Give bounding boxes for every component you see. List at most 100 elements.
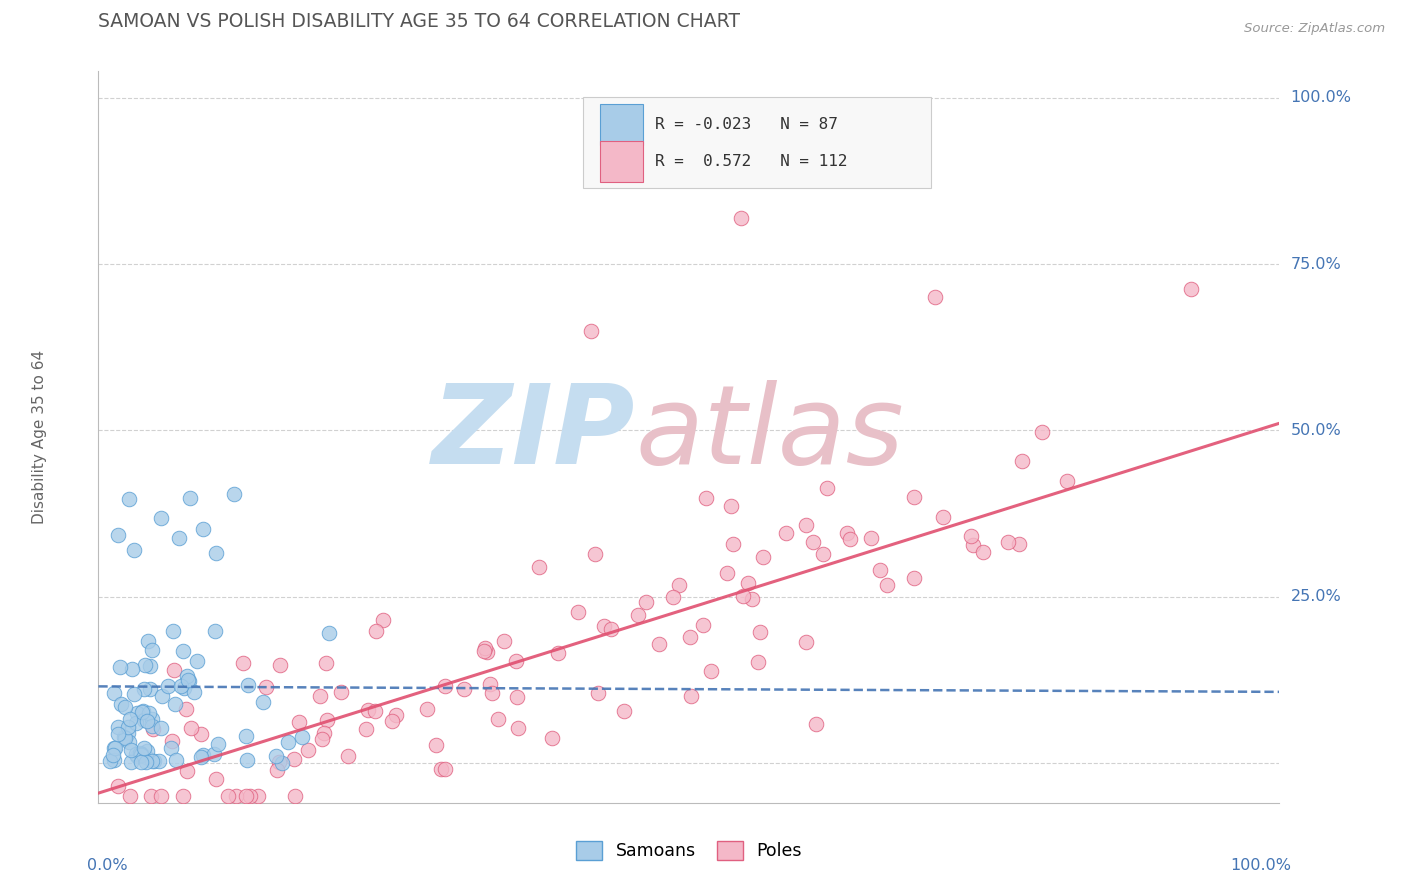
Point [204, 624, 226, 639]
Point [775, 525, 797, 540]
Point [118, 789, 141, 804]
Point [132, 741, 155, 756]
Point [165, 697, 187, 711]
Point [172, 789, 194, 804]
Point [190, 727, 212, 741]
Point [859, 531, 882, 545]
Point [224, 486, 246, 500]
Point [160, 741, 183, 756]
Point [254, 680, 277, 694]
Point [163, 663, 186, 677]
Point [131, 705, 153, 719]
Point [129, 755, 152, 769]
Point [801, 535, 824, 549]
Point [134, 658, 156, 673]
Point [217, 789, 239, 804]
Point [232, 656, 254, 670]
Point [924, 290, 946, 304]
Point [152, 690, 174, 704]
Point [679, 630, 702, 644]
Point [486, 713, 509, 727]
Point [815, 481, 838, 495]
Point [235, 789, 257, 804]
Point [120, 712, 142, 726]
Point [141, 643, 163, 657]
Point [269, 658, 291, 673]
Point [156, 679, 179, 693]
Point [381, 714, 404, 728]
FancyBboxPatch shape [600, 141, 643, 182]
Point [236, 678, 259, 692]
Point [811, 548, 834, 562]
Point [453, 682, 475, 697]
Point [127, 706, 149, 720]
Point [752, 549, 775, 564]
Point [962, 538, 984, 552]
Point [191, 522, 214, 536]
Point [1011, 453, 1033, 467]
Point [270, 756, 292, 770]
Point [794, 635, 817, 649]
Point [125, 749, 148, 764]
Point [505, 654, 527, 668]
Point [107, 727, 129, 741]
Point [876, 578, 898, 592]
Point [121, 662, 143, 676]
Point [599, 623, 621, 637]
Point [120, 743, 142, 757]
Point [125, 747, 148, 762]
Point [506, 690, 529, 704]
Point [354, 722, 377, 736]
Point [170, 679, 193, 693]
Point [267, 755, 290, 769]
Point [162, 624, 184, 638]
Point [135, 714, 157, 729]
Point [225, 789, 247, 804]
Point [716, 566, 738, 580]
Point [141, 754, 163, 768]
Point [314, 726, 336, 740]
Point [425, 739, 447, 753]
Point [472, 644, 495, 658]
Point [434, 679, 457, 693]
Point [647, 637, 669, 651]
Point [114, 700, 136, 714]
FancyBboxPatch shape [582, 97, 931, 188]
Point [737, 575, 759, 590]
Point [134, 681, 156, 696]
Point [720, 500, 742, 514]
Point [141, 712, 163, 726]
Text: 0.0%: 0.0% [87, 858, 127, 872]
Point [385, 707, 408, 722]
Point [748, 625, 770, 640]
Point [239, 789, 262, 803]
Point [142, 722, 165, 736]
Point [661, 591, 683, 605]
Point [416, 701, 439, 715]
Point [114, 731, 136, 745]
Point [264, 749, 287, 764]
Point [165, 753, 187, 767]
Point [613, 704, 636, 718]
Point [730, 211, 752, 225]
Point [337, 748, 360, 763]
Point [132, 704, 155, 718]
Point [1180, 282, 1202, 296]
Point [634, 595, 657, 609]
Point [695, 491, 717, 506]
Point [180, 721, 202, 735]
Point [481, 686, 503, 700]
Point [141, 719, 163, 733]
Point [692, 617, 714, 632]
Point [134, 713, 156, 727]
Point [103, 686, 125, 700]
Point [136, 634, 159, 648]
Point [266, 763, 288, 777]
Point [138, 681, 160, 696]
Text: 100.0%: 100.0% [1230, 858, 1291, 872]
Point [297, 742, 319, 756]
Point [110, 660, 132, 674]
Point [329, 685, 352, 699]
Point [118, 735, 141, 749]
Text: ZIP: ZIP [432, 380, 636, 487]
